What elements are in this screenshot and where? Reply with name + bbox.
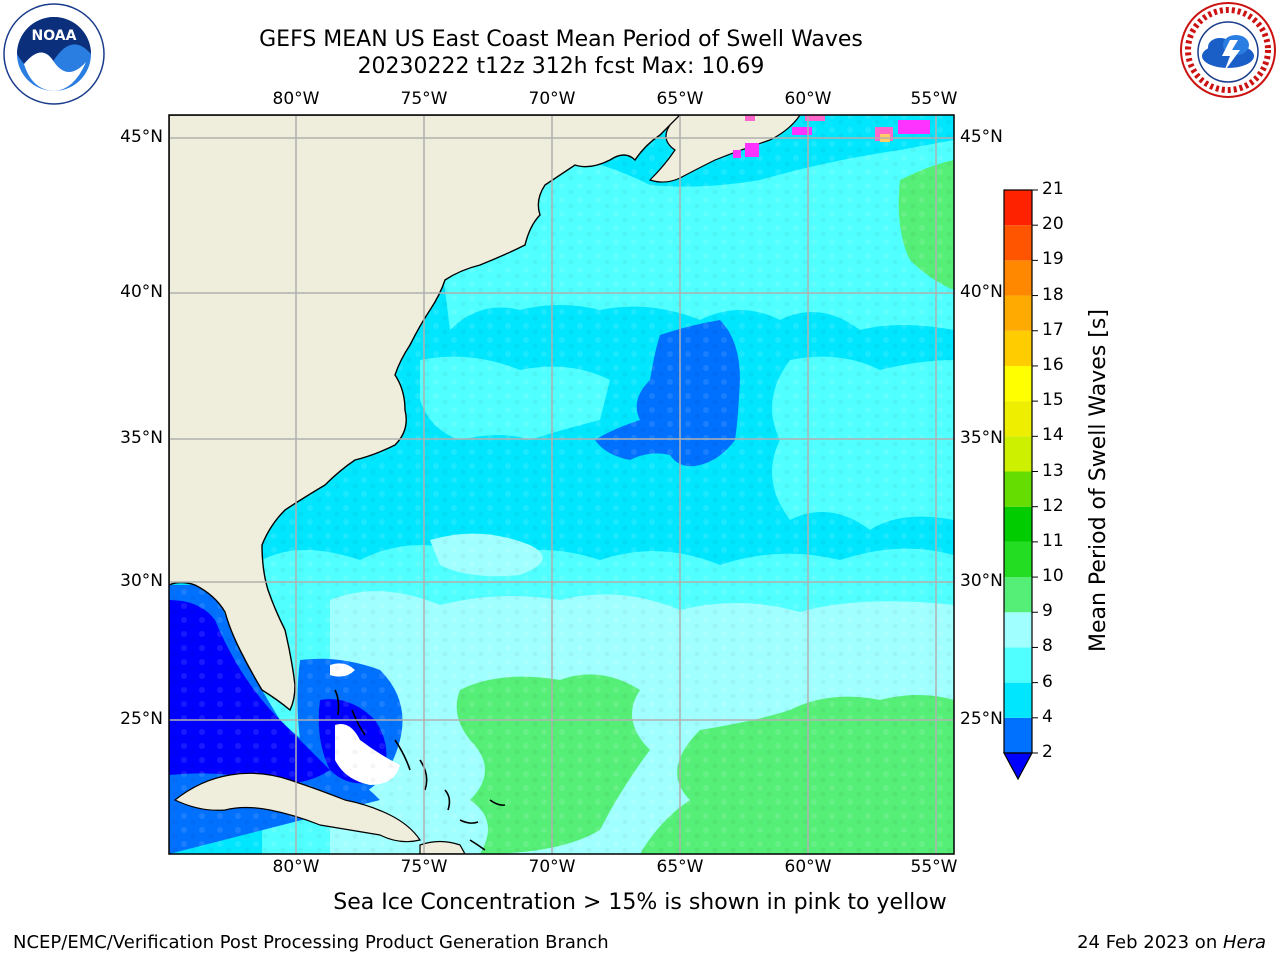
lat-tick-right: 45°N xyxy=(960,127,1003,147)
land-cuba xyxy=(173,772,421,843)
colorbar-segment xyxy=(1004,436,1032,472)
colorbar-segment xyxy=(1004,471,1032,507)
colorbar-tick-label: 6 xyxy=(1042,671,1053,692)
colorbar-segment xyxy=(1004,260,1032,296)
colorbar-segment xyxy=(1004,577,1032,613)
lon-tick-top: 70°W xyxy=(528,89,576,109)
lon-tick-top: 80°W xyxy=(272,89,320,109)
colorbar-tick-label: 21 xyxy=(1042,179,1064,199)
lon-tick-bottom: 60°W xyxy=(784,857,832,877)
colorbar-segment xyxy=(1004,541,1032,578)
colorbar-under-triangle xyxy=(1002,752,1034,781)
sea-ice-note-text: Sea Ice Concentration > 15% is shown in … xyxy=(333,890,947,915)
lat-tick-left: 30°N xyxy=(120,571,163,591)
lon-tick-top: 55°W xyxy=(910,89,958,109)
chart-subtitle: 20230222 t12z 312h fcst Max: 10.69 xyxy=(357,54,765,79)
lat-tick-left: 40°N xyxy=(120,282,163,302)
lon-tick-bottom: 75°W xyxy=(400,857,448,877)
colorbar-segment xyxy=(1004,506,1032,542)
footer-date: 24 Feb 2023 on Hera xyxy=(1077,932,1266,953)
lat-tick-left: 25°N xyxy=(120,709,163,729)
land-hispaniola xyxy=(419,840,466,854)
colorbar xyxy=(1002,189,1038,781)
colorbar-tick-label: 17 xyxy=(1042,319,1064,340)
lat-tick-left: 35°N xyxy=(120,428,163,448)
lon-tick-bottom: 65°W xyxy=(656,857,704,877)
colorbar-segment xyxy=(1004,330,1032,366)
footer-credit: NCEP/EMC/Verification Post Processing Pr… xyxy=(13,932,609,953)
chart-title: GEFS MEAN US East Coast Mean Period of S… xyxy=(259,27,863,52)
colorbar-segment xyxy=(1004,365,1032,402)
colorbar-tick-label: 14 xyxy=(1042,425,1064,446)
colorbar-tick-label: 8 xyxy=(1042,636,1053,657)
colorbar-tick-label: 9 xyxy=(1042,601,1053,622)
lon-tick-top: 75°W xyxy=(400,89,448,109)
map-graticule xyxy=(169,115,954,854)
colorbar-segment xyxy=(1004,682,1032,718)
colorbar-tick-label: 13 xyxy=(1042,460,1064,481)
land-bahamas xyxy=(334,689,506,851)
colorbar-tick-label: 10 xyxy=(1042,566,1064,587)
lon-tick-top: 65°W xyxy=(656,89,704,109)
lon-tick-bottom: 80°W xyxy=(272,857,320,877)
noaa-logo-text: NOAA xyxy=(32,28,77,44)
lat-tick-right: 40°N xyxy=(960,282,1003,302)
colorbar-segment xyxy=(1004,401,1032,437)
map-frame xyxy=(168,114,955,855)
colorbar-segment xyxy=(1004,190,1032,226)
nws-logo xyxy=(1178,0,1278,100)
colorbar-tick-label: 15 xyxy=(1042,390,1064,411)
lat-tick-right: 35°N xyxy=(960,428,1003,448)
colorbar-tick-label: 2 xyxy=(1042,742,1053,762)
colorbar-segment xyxy=(1004,647,1032,683)
lat-tick-right: 25°N xyxy=(960,709,1003,729)
lat-tick-right: 30°N xyxy=(960,571,1003,591)
colorbar-segment xyxy=(1004,717,1032,753)
sea-ice-note: Sea Ice Concentration > 15% is shown in … xyxy=(0,890,1280,915)
colorbar-tick-label: 18 xyxy=(1042,284,1064,305)
colorbar-tick-label: 19 xyxy=(1042,249,1064,270)
colorbar-segment xyxy=(1004,225,1032,261)
noaa-logo: NOAA xyxy=(2,2,106,106)
colorbar-label: Mean Period of Swell Waves [s] xyxy=(1086,309,1111,652)
swell-period-field xyxy=(169,115,954,854)
colorbar-tick-label: 4 xyxy=(1042,706,1053,727)
lon-tick-bottom: 55°W xyxy=(910,857,958,877)
lon-tick-top: 60°W xyxy=(784,89,832,109)
footer-machine: Hera xyxy=(1222,932,1266,953)
lon-tick-bottom: 70°W xyxy=(528,857,576,877)
footer-date-text: 24 Feb 2023 on xyxy=(1077,932,1223,953)
colorbar-tick-label: 20 xyxy=(1042,214,1064,235)
colorbar-segment xyxy=(1004,295,1032,331)
lat-tick-left: 45°N xyxy=(120,127,163,147)
colorbar-tick-label: 16 xyxy=(1042,354,1064,375)
colorbar-tick-label: 12 xyxy=(1042,495,1064,516)
colorbar-tick-label: 11 xyxy=(1042,530,1064,551)
colorbar-segment xyxy=(1004,612,1032,648)
